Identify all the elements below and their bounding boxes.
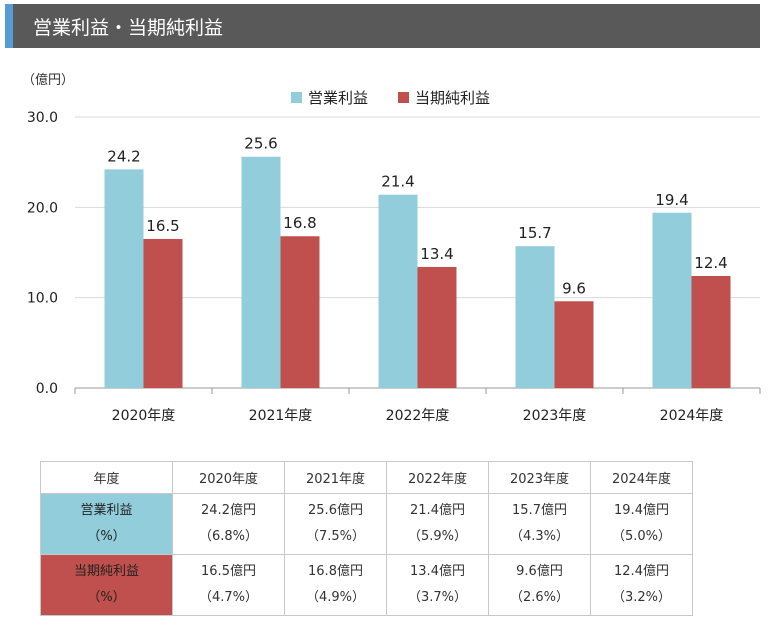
page-header: 営業利益・当期純利益 [5,4,760,48]
y-tick-label: 0.0 [36,381,58,397]
data-label: 15.7 [518,224,551,242]
data-label: 13.4 [420,245,453,263]
cell-amount: 16.5億円 [201,564,256,579]
table-header-year: 2022年度 [386,461,489,494]
x-tick-label: 2021年度 [249,408,313,424]
legend-label: 当期純利益 [415,89,490,107]
row-label-net-income: 当期純利益 （%） [40,554,173,616]
cell-ratio: （6.8%） [198,529,259,544]
cell-ratio: （2.6%） [509,590,570,605]
legend-swatch [291,92,302,103]
row-label-text: 当期純利益 [73,564,139,579]
table-header-year: 2023年度 [488,461,591,494]
data-label: 12.4 [694,254,727,272]
table-header-year-label: 年度 [40,461,173,494]
bar-net-income [280,236,320,388]
bar-operating-profit [104,169,144,388]
cell-amount: 15.7億円 [512,503,567,518]
table-row-net-income: 当期純利益 （%） 16.5億円 （4.7%） 16.8億円 （4.9%） 13.4… [40,554,693,616]
table-header-year: 2024年度 [590,461,693,494]
data-label: 25.6 [244,135,277,153]
table-cell: 21.4億円 （5.9%） [386,493,489,555]
table-cell: 19.4億円 （5.0%） [590,493,693,555]
data-label: 16.8 [283,214,316,232]
bar-chart: （億円） 営業利益 当期純利益 0.0 10.0 20.0 30.0 24.2 16.5 2020… [22,72,761,424]
bar-operating-profit [241,156,281,388]
data-label: 24.2 [107,147,140,165]
y-tick-label: 30.0 [27,110,58,126]
table-cell: 9.6億円 （2.6%） [488,554,591,616]
x-tick-label: 2020年度 [112,408,176,424]
bar-net-income [143,238,183,388]
table-cell: 24.2億円 （6.8%） [172,493,285,555]
x-tick-label: 2024年度 [660,408,724,424]
table-cell: 25.6億円 （7.5%） [284,493,387,555]
bar-operating-profit [378,194,418,388]
table-cell: 16.5億円 （4.7%） [172,554,285,616]
table-row-operating-profit: 営業利益 （%） 24.2億円 （6.8%） 25.6億円 （7.5%） 21.4億… [40,493,693,555]
cell-amount: 16.8億円 [308,564,363,579]
legend-label: 営業利益 [308,89,368,107]
cell-amount: 24.2億円 [201,503,256,518]
row-label-text: 営業利益 [80,503,133,518]
cell-ratio: （4.7%） [198,590,259,605]
cell-amount: 25.6億円 [308,503,363,518]
bar-net-income [554,301,594,388]
row-label-percent: （%） [87,529,126,544]
cell-ratio: （7.5%） [305,529,366,544]
y-tick-label: 10.0 [27,291,58,307]
table-header-year: 2020年度 [172,461,285,494]
data-label: 9.6 [562,279,586,297]
row-label-percent: （%） [87,590,126,605]
y-tick-label: 20.0 [27,200,58,216]
data-label: 19.4 [655,191,688,209]
y-axis-unit-label: （億円） [22,72,74,88]
bar-operating-profit [652,212,692,388]
cell-amount: 21.4億円 [410,503,465,518]
bar-net-income [691,275,731,388]
table-cell: 16.8億円 （4.9%） [284,554,387,616]
page-title: 営業利益・当期純利益 [33,17,224,39]
cell-amount: 9.6億円 [516,564,563,579]
data-label: 16.5 [146,217,179,235]
cell-amount: 13.4億円 [410,564,465,579]
cell-amount: 19.4億円 [614,503,669,518]
x-tick-label: 2023年度 [523,408,587,424]
cell-ratio: （3.7%） [407,590,468,605]
data-table: 年度 2020年度 2021年度 2022年度 2023年度 2024年度 営業… [40,461,693,616]
cell-amount: 12.4億円 [614,564,669,579]
row-label-operating-profit: 営業利益 （%） [40,493,173,555]
cell-ratio: （3.2%） [611,590,672,605]
table-header-row: 年度 2020年度 2021年度 2022年度 2023年度 2024年度 [40,461,693,494]
table-cell: 13.4億円 （3.7%） [386,554,489,616]
bar-operating-profit [515,246,555,388]
legend-swatch [398,92,409,103]
table-cell: 15.7億円 （4.3%） [488,493,591,555]
cell-ratio: （5.9%） [407,529,468,544]
bar-net-income [417,266,457,388]
cell-ratio: （4.9%） [305,590,366,605]
data-label: 21.4 [381,173,414,191]
table-cell: 12.4億円 （3.2%） [590,554,693,616]
cell-ratio: （4.3%） [509,529,570,544]
cell-ratio: （5.0%） [611,529,672,544]
table-header-year: 2021年度 [284,461,387,494]
x-tick-label: 2022年度 [386,408,450,424]
